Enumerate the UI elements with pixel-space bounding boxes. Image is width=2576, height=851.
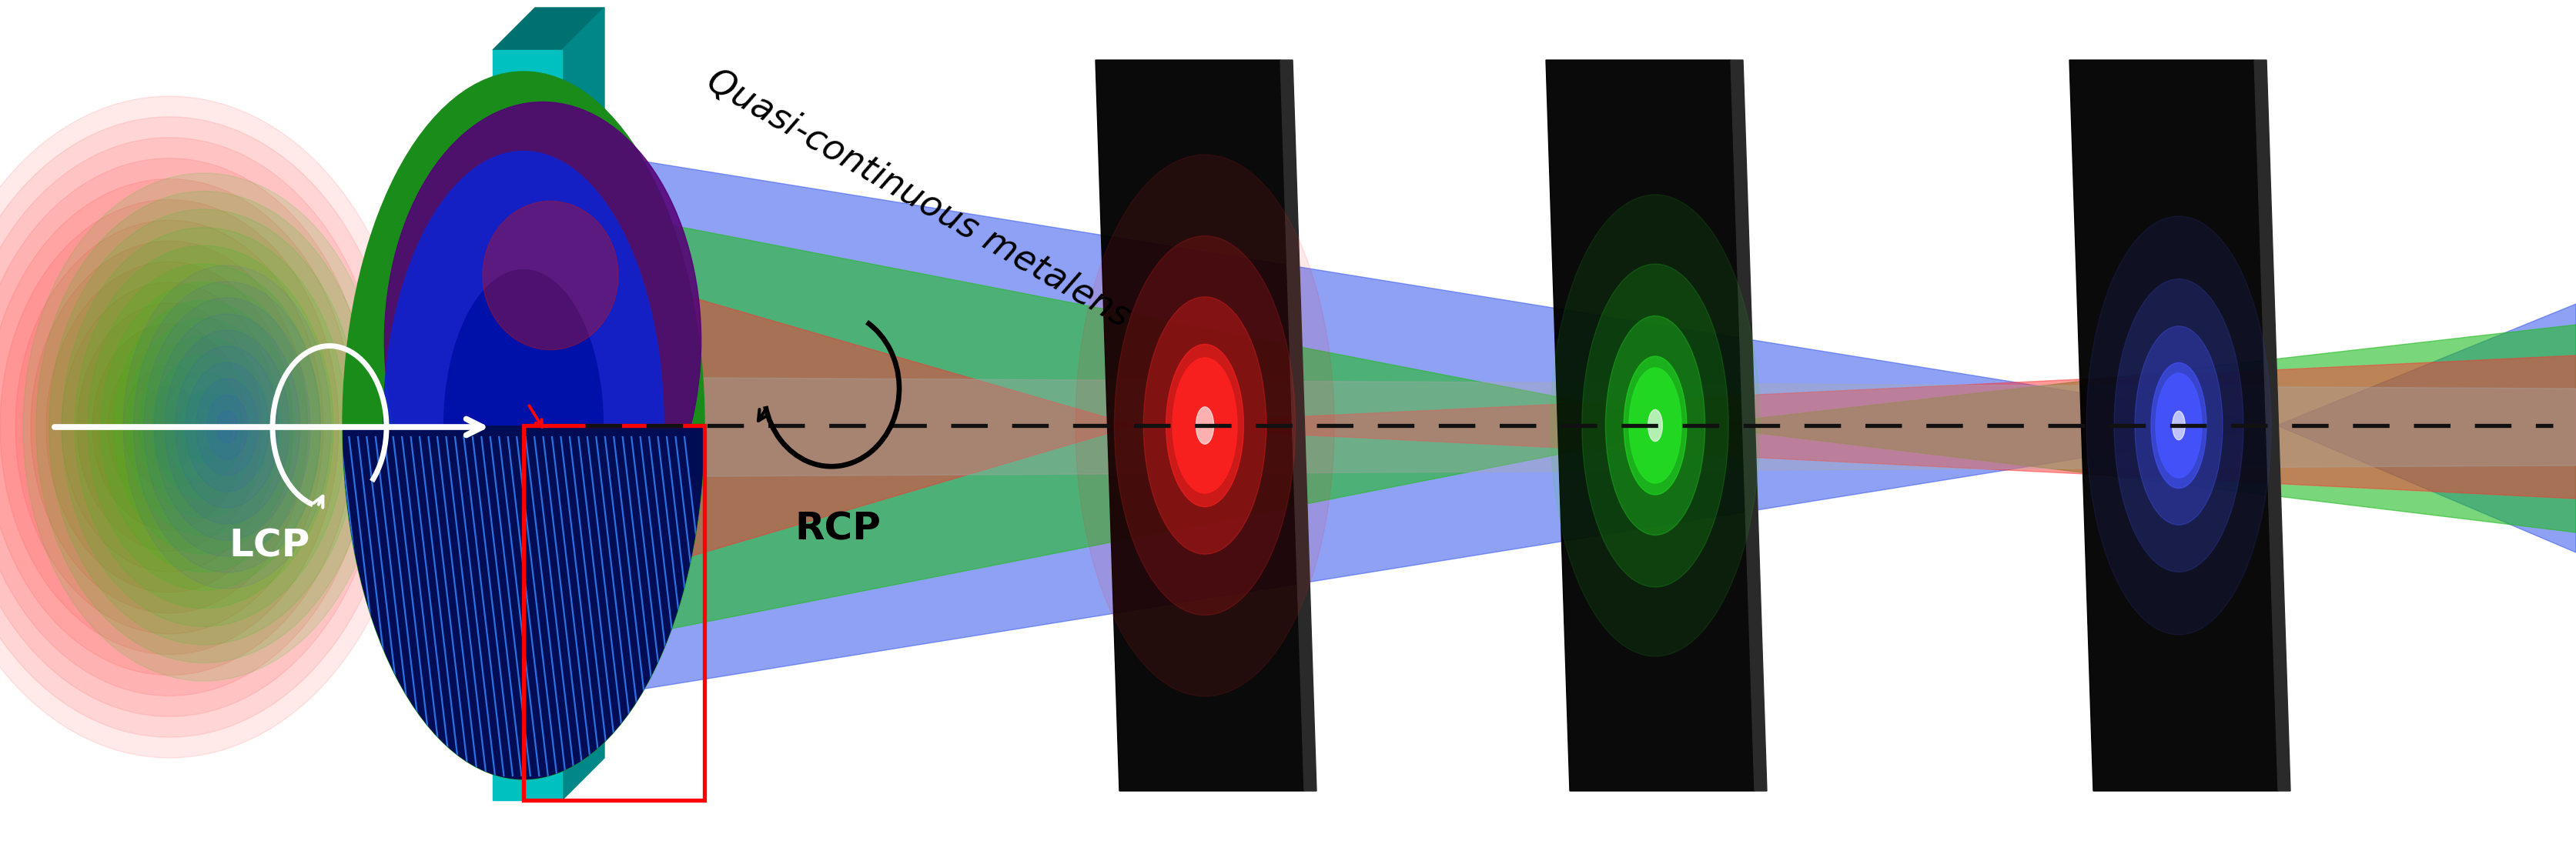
Ellipse shape <box>1167 345 1244 506</box>
Ellipse shape <box>0 179 353 675</box>
Ellipse shape <box>36 191 371 663</box>
Ellipse shape <box>15 220 325 634</box>
Ellipse shape <box>126 318 281 536</box>
Polygon shape <box>574 150 2576 700</box>
Ellipse shape <box>175 346 278 508</box>
Ellipse shape <box>2172 411 2184 440</box>
Ellipse shape <box>2156 374 2202 477</box>
Ellipse shape <box>49 209 358 645</box>
Ellipse shape <box>482 201 618 350</box>
Ellipse shape <box>1195 407 1213 444</box>
Ellipse shape <box>62 283 278 572</box>
Text: Quasi-continuous metalens: Quasi-continuous metalens <box>701 63 1136 334</box>
Ellipse shape <box>1172 357 1236 494</box>
Ellipse shape <box>343 71 703 780</box>
Polygon shape <box>574 377 2576 477</box>
Ellipse shape <box>93 323 247 530</box>
Ellipse shape <box>88 264 319 591</box>
Ellipse shape <box>62 227 345 626</box>
Ellipse shape <box>139 386 201 468</box>
Ellipse shape <box>196 379 258 476</box>
Ellipse shape <box>2151 363 2208 488</box>
Ellipse shape <box>113 300 294 554</box>
Polygon shape <box>492 8 605 50</box>
Ellipse shape <box>443 270 603 581</box>
Polygon shape <box>1546 60 1754 791</box>
Ellipse shape <box>1628 368 1682 483</box>
Ellipse shape <box>1144 297 1267 554</box>
Ellipse shape <box>1623 357 1687 494</box>
Ellipse shape <box>23 173 384 681</box>
Ellipse shape <box>165 330 289 524</box>
Ellipse shape <box>1582 264 1728 587</box>
Text: LCP: LCP <box>229 528 309 565</box>
Ellipse shape <box>1115 236 1296 615</box>
Ellipse shape <box>144 298 309 557</box>
Ellipse shape <box>0 138 384 717</box>
Ellipse shape <box>1605 316 1705 535</box>
Text: RCP: RCP <box>793 511 881 548</box>
PathPatch shape <box>343 425 703 780</box>
Ellipse shape <box>75 246 332 608</box>
Polygon shape <box>1731 60 1767 791</box>
Ellipse shape <box>139 336 268 517</box>
Ellipse shape <box>407 447 616 666</box>
Ellipse shape <box>124 266 332 589</box>
Ellipse shape <box>2136 326 2223 525</box>
Ellipse shape <box>134 282 319 573</box>
Ellipse shape <box>155 407 185 448</box>
Ellipse shape <box>31 241 309 614</box>
Polygon shape <box>1095 60 1303 791</box>
Ellipse shape <box>216 411 237 443</box>
Polygon shape <box>562 8 605 800</box>
Ellipse shape <box>178 391 229 463</box>
Ellipse shape <box>1649 409 1662 442</box>
Ellipse shape <box>124 365 216 489</box>
Ellipse shape <box>0 158 368 696</box>
Polygon shape <box>2069 60 2277 791</box>
Ellipse shape <box>384 151 665 700</box>
Ellipse shape <box>0 117 399 737</box>
Ellipse shape <box>1077 155 1334 696</box>
Ellipse shape <box>343 71 703 780</box>
Ellipse shape <box>0 200 340 654</box>
Ellipse shape <box>1551 195 1759 656</box>
Ellipse shape <box>206 395 247 460</box>
Polygon shape <box>492 50 562 800</box>
Polygon shape <box>2254 60 2290 791</box>
Ellipse shape <box>165 373 242 482</box>
Polygon shape <box>574 206 2576 648</box>
Polygon shape <box>574 263 2576 591</box>
Ellipse shape <box>77 303 263 551</box>
Ellipse shape <box>100 282 307 572</box>
Ellipse shape <box>46 261 294 592</box>
Ellipse shape <box>2115 279 2244 572</box>
Ellipse shape <box>152 355 255 500</box>
Polygon shape <box>1280 60 1316 791</box>
Ellipse shape <box>191 408 216 445</box>
Ellipse shape <box>185 363 268 492</box>
Ellipse shape <box>2087 216 2272 635</box>
Ellipse shape <box>0 96 415 758</box>
Ellipse shape <box>108 345 232 510</box>
Ellipse shape <box>384 102 701 580</box>
Ellipse shape <box>155 314 299 540</box>
